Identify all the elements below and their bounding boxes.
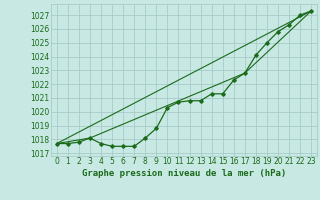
X-axis label: Graphe pression niveau de la mer (hPa): Graphe pression niveau de la mer (hPa) [82,169,286,178]
